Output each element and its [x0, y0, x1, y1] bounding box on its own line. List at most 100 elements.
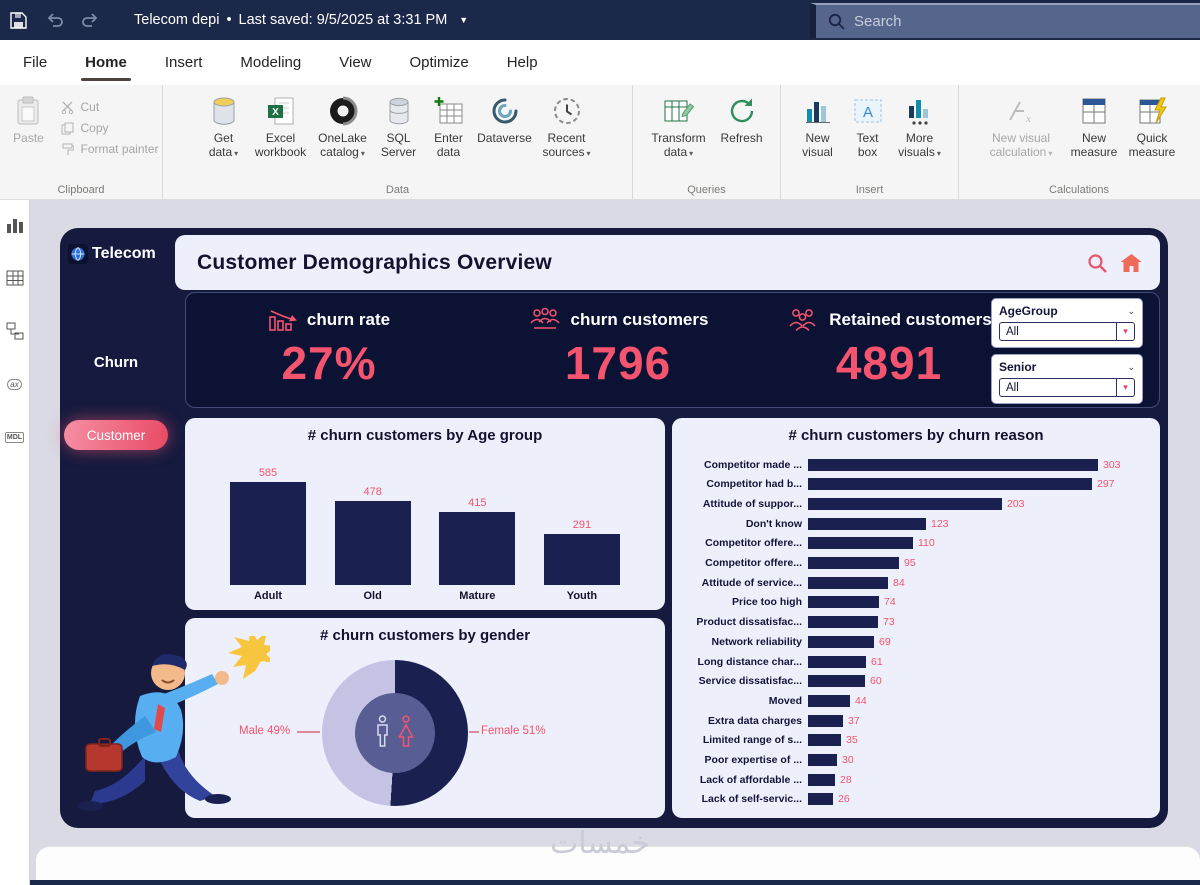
home-button[interactable]: [1120, 253, 1142, 273]
age-bar[interactable]: [334, 501, 411, 585]
reason-row[interactable]: Network reliability 69: [680, 633, 1152, 650]
reason-bar[interactable]: [808, 675, 865, 688]
slicer-agegroup[interactable]: AgeGroup ⌄ All ▾: [991, 298, 1143, 348]
tab-file[interactable]: File: [23, 54, 48, 71]
reason-bar[interactable]: [808, 793, 833, 806]
reason-row[interactable]: Competitor offere... 110: [680, 535, 1152, 552]
tab-optimize[interactable]: Optimize: [409, 54, 469, 71]
reason-bar[interactable]: [808, 635, 874, 648]
reason-bar[interactable]: [808, 773, 835, 786]
format-painter-button[interactable]: Format painter: [61, 142, 159, 156]
reason-bar[interactable]: [808, 517, 926, 530]
nav-item-churn[interactable]: Churn: [93, 354, 139, 371]
chevron-down-icon[interactable]: ▾: [1116, 379, 1134, 396]
kpi-churn-rate[interactable]: churn rate 27%: [214, 307, 444, 390]
tab-modeling[interactable]: Modeling: [240, 54, 302, 71]
gender-donut[interactable]: [322, 660, 468, 806]
chevron-down-icon[interactable]: ▼: [459, 15, 469, 25]
age-bar[interactable]: [230, 482, 306, 585]
reason-value: 95: [904, 557, 916, 570]
age-bar-group[interactable]: 291 Youth: [537, 452, 627, 604]
quick-measure-button[interactable]: Quick measure: [1123, 92, 1181, 161]
reason-bar[interactable]: [808, 497, 1002, 510]
reason-bar[interactable]: [808, 596, 879, 609]
save-button[interactable]: [0, 0, 36, 40]
chevron-down-icon[interactable]: ▾: [1116, 323, 1134, 340]
cut-button[interactable]: Cut: [61, 100, 158, 114]
reason-bar[interactable]: [808, 655, 866, 668]
reason-row[interactable]: Competitor offere... 95: [680, 555, 1152, 572]
enter-data-button[interactable]: Enter data: [424, 92, 474, 161]
dax-query-view-icon[interactable]: ax: [4, 373, 26, 395]
reason-row[interactable]: Product dissatisfac... 73: [680, 614, 1152, 631]
reason-row[interactable]: Lack of affordable ... 28: [680, 771, 1152, 788]
age-bar[interactable]: [439, 512, 516, 585]
copy-button[interactable]: Copy: [61, 121, 158, 135]
reason-bar[interactable]: [808, 576, 888, 589]
search-input[interactable]: [854, 13, 1144, 30]
kpi-retained-customers[interactable]: Retained customers 4891: [744, 307, 1034, 390]
excel-workbook-button[interactable]: X Excel workbook: [250, 92, 312, 161]
reason-bar[interactable]: [808, 616, 878, 629]
reason-row[interactable]: Attitude of suppor... 203: [680, 495, 1152, 512]
reason-row[interactable]: Price too high 74: [680, 594, 1152, 611]
reason-bar[interactable]: [808, 754, 837, 767]
reason-row[interactable]: Competitor made ... 303: [680, 456, 1152, 473]
tab-help[interactable]: Help: [506, 54, 538, 71]
onelake-catalog-button[interactable]: OneLake catalog: [312, 92, 374, 161]
slicer-agegroup-dropdown[interactable]: All ▾: [999, 322, 1135, 341]
age-bar-group[interactable]: 478 Old: [328, 452, 418, 604]
reason-row[interactable]: Attitude of service... 84: [680, 574, 1152, 591]
new-visual-button[interactable]: New visual: [791, 92, 845, 161]
chevron-down-icon[interactable]: ⌄: [1127, 305, 1135, 316]
recent-sources-button[interactable]: Recent sources: [536, 92, 598, 161]
reason-bar[interactable]: [808, 458, 1098, 471]
tab-home[interactable]: Home: [66, 40, 146, 85]
reason-bar[interactable]: [808, 714, 843, 727]
tmdl-view-icon[interactable]: MDL: [4, 431, 25, 443]
reason-row[interactable]: Lack of self-servic... 26: [680, 791, 1152, 808]
model-view-icon[interactable]: [4, 320, 26, 342]
reason-row[interactable]: Don't know 123: [680, 515, 1152, 532]
tab-view[interactable]: View: [339, 54, 372, 71]
slicer-senior[interactable]: Senior ⌄ All ▾: [991, 354, 1143, 404]
kpi-churn-customers[interactable]: churn customers 1796: [478, 307, 758, 390]
reason-chart-plot: Competitor made ... 303 Competitor had b..…: [680, 456, 1152, 808]
reason-bar[interactable]: [808, 557, 899, 570]
nav-item-customer[interactable]: Customer: [64, 420, 168, 450]
age-bar[interactable]: [543, 534, 620, 585]
transform-data-button[interactable]: Transform data: [644, 92, 714, 161]
get-data-button[interactable]: Get data: [198, 92, 250, 161]
age-bar-group[interactable]: 585 Adult: [223, 452, 313, 604]
reason-row[interactable]: Competitor had b... 297: [680, 476, 1152, 493]
slicer-senior-dropdown[interactable]: All ▾: [999, 378, 1135, 397]
paste-button[interactable]: Paste: [0, 92, 59, 148]
reason-row[interactable]: Service dissatisfac... 60: [680, 673, 1152, 690]
redo-button[interactable]: [72, 0, 108, 40]
chevron-down-icon[interactable]: ⌄: [1127, 361, 1135, 372]
tab-insert[interactable]: Insert: [164, 54, 203, 71]
more-visuals-button[interactable]: More visuals: [891, 92, 949, 161]
undo-button[interactable]: [36, 0, 72, 40]
reason-row[interactable]: Extra data charges 37: [680, 712, 1152, 729]
reason-row[interactable]: Moved 44: [680, 692, 1152, 709]
reason-bar[interactable]: [808, 694, 850, 707]
report-view-icon[interactable]: [4, 214, 26, 236]
reason-bar[interactable]: [808, 478, 1092, 491]
sql-server-button[interactable]: SQL Server: [374, 92, 424, 161]
refresh-button[interactable]: Refresh: [714, 92, 770, 148]
document-title[interactable]: Telecom depi • Last saved: 9/5/2025 at 3…: [134, 12, 468, 28]
report-search-button[interactable]: [1087, 253, 1107, 273]
new-visual-calculation-button[interactable]: x New visual calculation: [977, 92, 1065, 161]
reason-row[interactable]: Long distance char... 61: [680, 653, 1152, 670]
dataverse-button[interactable]: Dataverse: [474, 92, 536, 148]
search-bar[interactable]: [810, 3, 1200, 38]
reason-bar[interactable]: [808, 537, 913, 550]
text-box-button[interactable]: A Text box: [845, 92, 891, 161]
new-measure-button[interactable]: New measure: [1065, 92, 1123, 161]
age-bar-group[interactable]: 415 Mature: [432, 452, 522, 604]
table-view-icon[interactable]: [4, 267, 26, 289]
reason-row[interactable]: Limited range of s... 35: [680, 732, 1152, 749]
reason-bar[interactable]: [808, 734, 841, 747]
reason-row[interactable]: Poor expertise of ... 30: [680, 752, 1152, 769]
